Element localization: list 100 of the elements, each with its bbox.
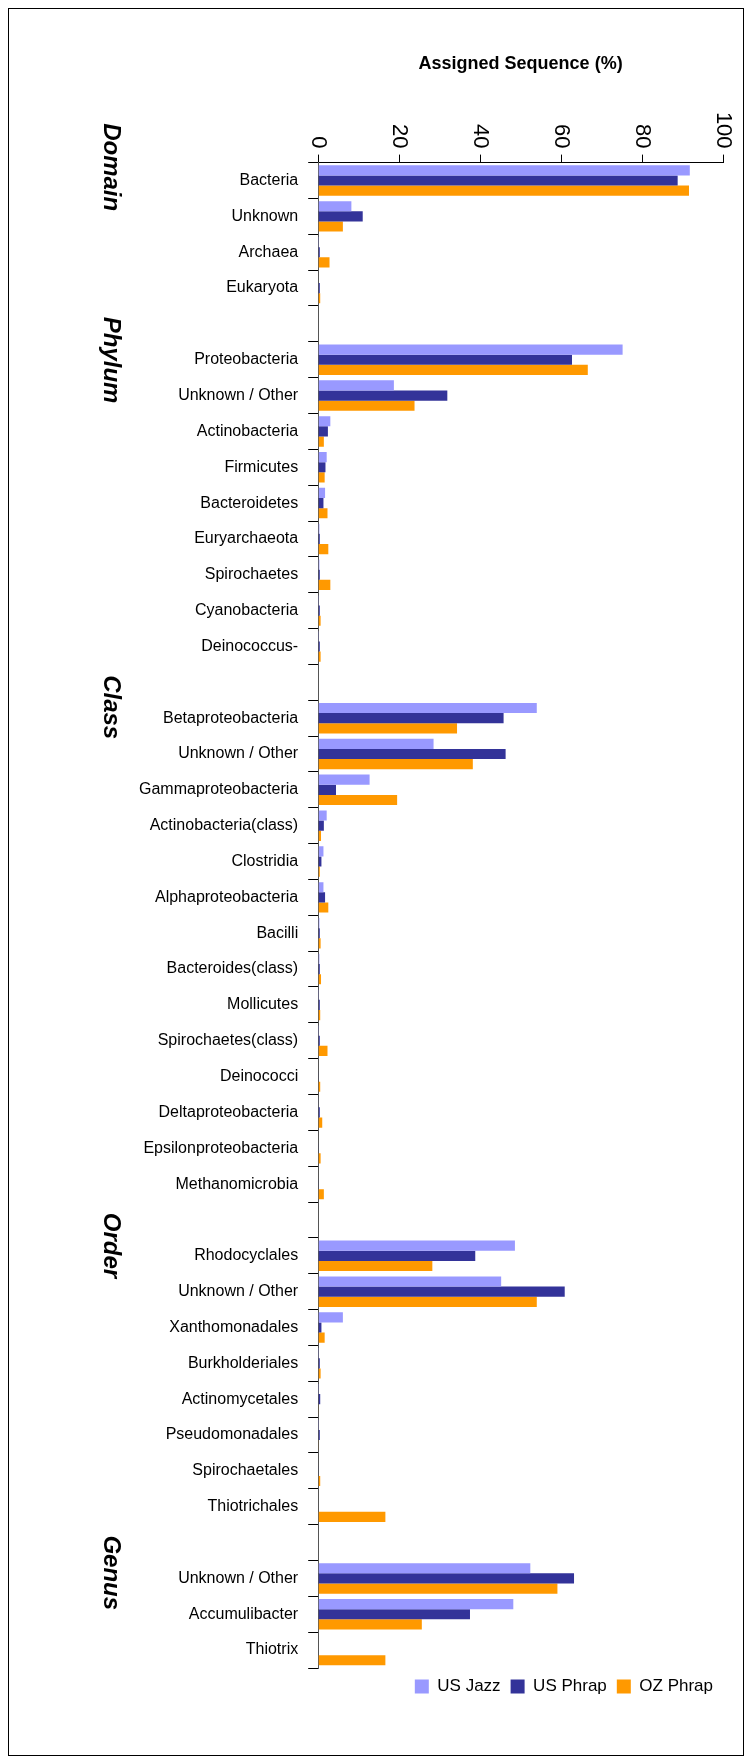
bar: [318, 1655, 386, 1666]
bar: [318, 902, 329, 913]
y-tick-label: Deltaproteobacteria: [158, 1102, 299, 1120]
bar: [318, 508, 328, 519]
y-tick-label: Rhodocyclales: [194, 1246, 299, 1264]
y-tick-label: Bacteroides(class): [166, 959, 299, 977]
bar: [318, 702, 537, 714]
bar: [318, 1189, 324, 1200]
y-tick-label: Burkholderiales: [187, 1353, 299, 1371]
bar: [318, 175, 678, 186]
y-tick-label: Methanomicrobia: [175, 1174, 299, 1192]
x-tick-label: 80: [630, 124, 656, 149]
y-tick-label: Pseudomonadales: [165, 1425, 299, 1443]
y-tick-label: Proteobacteria: [194, 350, 299, 368]
bar: [318, 820, 324, 831]
legend-label: OZ Phrap: [639, 1676, 714, 1696]
bar: [318, 1045, 328, 1056]
bar: [318, 221, 343, 232]
y-tick-label: Bacteria: [239, 170, 299, 188]
bar: [318, 426, 328, 437]
text: Genus: [99, 1535, 127, 1611]
bar: [318, 1563, 531, 1574]
y-tick-label: Cyanobacteria: [195, 601, 299, 619]
bar: [318, 1609, 470, 1620]
x-axis-title: Assigned Sequence (%): [418, 52, 623, 73]
y-tick-label: Actinobacteria(class): [149, 816, 299, 834]
y-tick-label: Gammaproteobacteria: [139, 780, 299, 798]
x-tick-label: 60: [550, 124, 576, 149]
y-tick-label: Unknown: [231, 206, 299, 224]
bar: [318, 738, 434, 749]
bar: [318, 1332, 325, 1343]
y-tick-label: Firmicutes: [224, 457, 299, 475]
bar: [318, 810, 327, 821]
y-tick-label: Xanthomonadales: [169, 1317, 299, 1335]
bar: [318, 344, 623, 355]
bar: [318, 1296, 537, 1307]
bar: [318, 723, 458, 734]
bar: [318, 1260, 433, 1272]
bar: [318, 794, 398, 806]
bar: [318, 1599, 514, 1610]
y-tick-label: Betaproteobacteria: [162, 708, 299, 726]
y-tick-label: Bacilli: [256, 923, 299, 941]
y-tick-label: Bacteroidetes: [200, 493, 299, 511]
bar: [318, 892, 326, 903]
bar: [318, 1583, 558, 1594]
bar: [318, 354, 573, 365]
bar: [318, 452, 327, 463]
y-tick-label: Mollicutes: [227, 995, 299, 1013]
legend-label: US Jazz: [437, 1676, 501, 1696]
bar: [318, 201, 352, 212]
y-tick-label: Thiotrix: [245, 1640, 299, 1658]
y-tick-label: Actinomycetales: [181, 1389, 299, 1407]
bar: [318, 579, 331, 591]
bar: [318, 390, 448, 401]
y-tick-label: Accumulibacter: [188, 1604, 299, 1622]
bar: [318, 759, 473, 770]
y-tick-label: Alphaproteobacteria: [154, 887, 299, 905]
y-tick-label: Unknown / Other: [178, 1282, 299, 1300]
bar: [318, 774, 370, 785]
bar: [318, 487, 326, 499]
y-tick-label: Eukaryota: [226, 278, 299, 296]
y-tick-label: Spirochaetes: [204, 565, 299, 583]
bar: [318, 380, 394, 391]
y-tick-label: Archaea: [238, 242, 299, 260]
text: Phylum: [99, 316, 127, 404]
y-tick-label: Unknown / Other: [178, 1568, 299, 1586]
bar: [318, 1276, 502, 1287]
bar: [318, 472, 325, 483]
y-tick-label: Unknown / Other: [178, 385, 299, 403]
y-tick-label: Spirochaetales: [192, 1461, 299, 1479]
bar: [318, 544, 329, 555]
bar: [318, 713, 504, 724]
y-tick-label: Euryarchaeota: [194, 529, 299, 547]
y-tick-label: Clostridia: [231, 851, 299, 869]
y-tick-label: Deinococci: [219, 1067, 299, 1084]
y-tick-label: Spirochaetes(class): [157, 1031, 299, 1049]
bar: [318, 1312, 343, 1323]
bar: [318, 748, 506, 760]
bar: [318, 165, 690, 176]
legend-label: US Phrap: [533, 1676, 607, 1696]
bar: [318, 1619, 422, 1630]
y-tick-label: Actinobacteria: [196, 421, 299, 439]
bar: [318, 1250, 476, 1261]
bar: [318, 416, 331, 427]
y-tick-label: Unknown / Other: [178, 744, 299, 762]
bar: [318, 364, 588, 375]
y-tick-label: Deinococcus-: [201, 636, 299, 654]
bar: [318, 1240, 515, 1251]
y-tick-label: Thiotrichales: [207, 1497, 299, 1515]
x-tick-label: 100: [711, 111, 737, 149]
bar: [318, 400, 415, 411]
y-tick-label: Epsilonproteobacteria: [143, 1138, 299, 1156]
bar: [318, 1286, 565, 1297]
bar: [318, 784, 336, 795]
x-tick-label: 40: [469, 124, 495, 149]
text: Domain: [99, 123, 127, 212]
bar: [318, 185, 689, 196]
x-tick-label: 20: [388, 124, 414, 149]
bar: [318, 211, 363, 222]
text: Class: [99, 675, 127, 740]
